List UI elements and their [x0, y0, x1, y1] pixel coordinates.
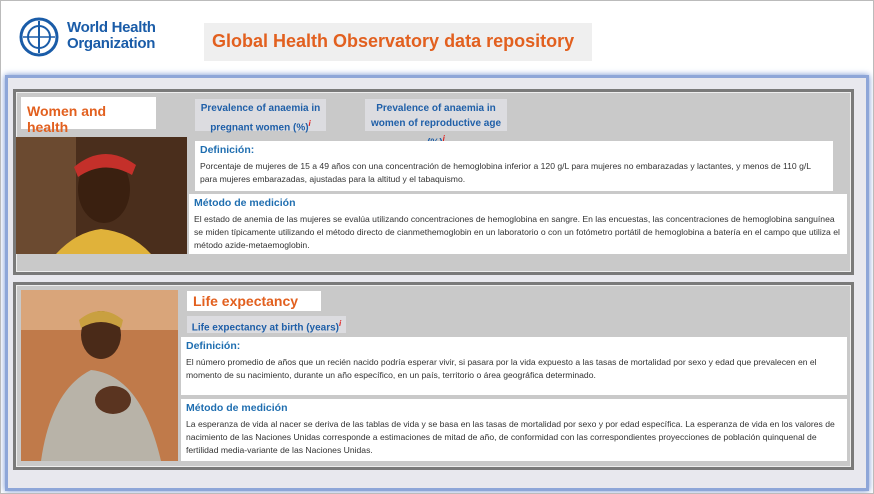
definition-heading: Definición: [200, 144, 255, 156]
section-title: Women and health [21, 97, 156, 135]
info-icon[interactable]: i [339, 319, 342, 328]
photo [16, 137, 187, 254]
who-logo [19, 17, 59, 57]
method-box: Método de medición La esperanza de vida … [181, 399, 847, 461]
definition-heading: Definición: [186, 340, 241, 352]
method-heading: Método de medición [186, 402, 288, 414]
method-heading: Método de medición [194, 197, 296, 209]
definition-text: Porcentaje de mujeres de 15 a 49 años co… [200, 161, 811, 184]
page-title: Global Health Observatory data repositor… [204, 23, 592, 61]
link-label[interactable]: Prevalence of anaemia in pregnant women … [200, 103, 321, 134]
definition-box: Definición: Porcentaje de mujeres de 15 … [195, 141, 833, 191]
link-label[interactable]: Life expectancy at birth (years) [191, 322, 340, 334]
definition-box: Definición: El número promedio de años q… [181, 337, 847, 395]
method-text: El estado de anemia de las mujeres se ev… [194, 214, 840, 250]
definition-text: El número promedio de años que un recién… [186, 357, 817, 380]
method-box: Método de medición El estado de anemia d… [189, 194, 847, 254]
info-icon[interactable]: i [308, 119, 311, 128]
org-name: World Health [67, 19, 156, 36]
photo [21, 290, 178, 461]
method-text: La esperanza de vida al nacer se deriva … [186, 419, 835, 455]
indicator-link[interactable]: Prevalence of anaemia in pregnant women … [195, 99, 326, 134]
indicator-link[interactable]: Life expectancy at birth (years)i [187, 316, 346, 333]
section-title: Life expectancy [187, 291, 321, 311]
info-icon[interactable]: i [442, 134, 445, 143]
org-name: Organization [67, 35, 156, 52]
indicator-link[interactable]: Prevalence of anaemia in women of reprod… [365, 99, 507, 148]
